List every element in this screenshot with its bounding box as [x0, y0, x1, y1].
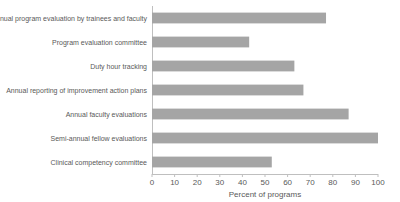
tick-label: 20: [193, 178, 202, 187]
tick-label: 80: [328, 178, 337, 187]
bar: [152, 37, 249, 48]
category-label: Annual program evaluation by trainees an…: [0, 15, 147, 23]
chart-svg: 0 10 20 30 40 50 60 70 80 90 100 Annual program eva…: [0, 0, 400, 202]
tick-label: 0: [150, 178, 155, 187]
tick-label: 70: [306, 178, 315, 187]
bar: [152, 109, 349, 120]
x-axis-line: [152, 174, 378, 175]
bars: [152, 13, 378, 168]
tick-label: 90: [351, 178, 360, 187]
tick-label: 30: [215, 178, 224, 187]
category-label: Program evaluation committee: [52, 39, 147, 47]
tick-label: 10: [170, 178, 179, 187]
tick-label: 50: [261, 178, 270, 187]
tick-label: 60: [283, 178, 292, 187]
tick-label: 40: [238, 178, 247, 187]
bar: [152, 85, 303, 96]
tick-label: 100: [371, 178, 385, 187]
x-axis: 0 10 20 30 40 50 60 70 80 90 100: [150, 174, 385, 187]
bar: [152, 61, 294, 72]
category-label: Duty hour tracking: [90, 63, 147, 71]
bar: [152, 157, 272, 168]
x-axis-title: Percent of programs: [229, 190, 301, 199]
bar: [152, 13, 326, 24]
category-label: Semi-annual fellow evaluations: [51, 135, 148, 142]
category-label: Clinical competency committee: [51, 159, 148, 167]
bar: [152, 133, 378, 144]
category-label: Annual faculty evaluations: [66, 111, 148, 119]
y-axis: Annual program evaluation by trainees an…: [0, 15, 147, 167]
chart-container: 0 10 20 30 40 50 60 70 80 90 100 Annual program eva…: [0, 0, 400, 202]
category-label: Annual reporting of improvement action p…: [6, 87, 147, 95]
